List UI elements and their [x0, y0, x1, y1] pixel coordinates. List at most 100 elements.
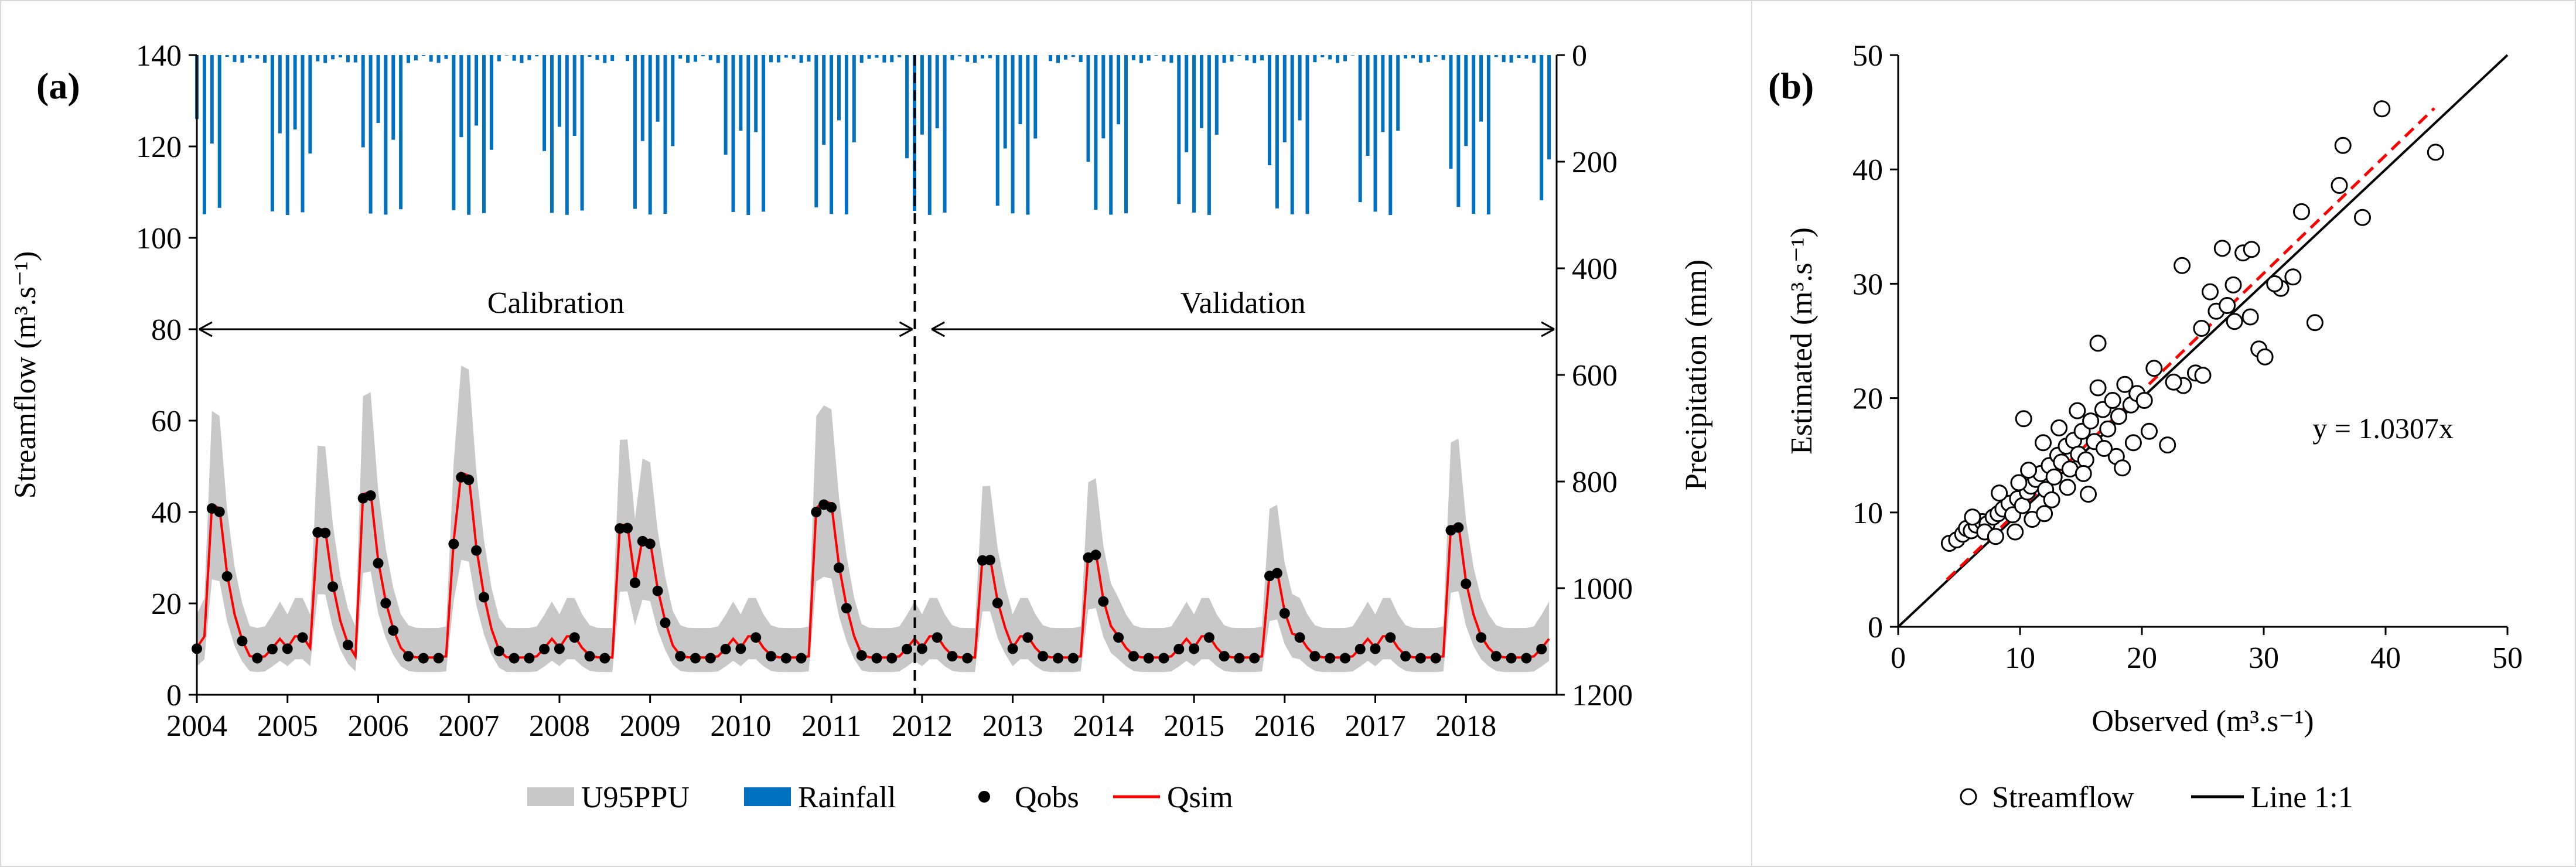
scatter-y-tick-label: 10 — [1852, 497, 1883, 530]
qobs-point — [1354, 644, 1366, 654]
qobs-point — [267, 644, 278, 654]
rainfall-bar — [369, 55, 373, 214]
rainfall-bar — [754, 55, 758, 132]
rainfall-bar — [535, 55, 539, 57]
legend-marker — [1960, 788, 1977, 805]
scatter-point — [1964, 508, 1981, 526]
rainfall-bar — [482, 55, 486, 213]
rainfall-bar — [1282, 55, 1287, 142]
rainfall-bar — [935, 55, 939, 128]
qobs-point — [1461, 578, 1472, 589]
trendline-equation: y = 1.0307x — [2312, 412, 2454, 445]
rainfall-bar — [882, 55, 886, 63]
qobs-point — [962, 653, 973, 664]
qobs-point — [524, 653, 535, 664]
rainfall-bar — [1418, 55, 1422, 63]
qobs-point — [297, 632, 308, 643]
rainfall-bar — [225, 55, 229, 57]
rainfall-bar — [301, 55, 305, 213]
rainfall-bar — [1434, 55, 1438, 57]
rainfall-bar — [240, 55, 244, 63]
scatter-point — [2015, 410, 2032, 428]
scatter-x-tick-label: 0 — [1891, 641, 1906, 675]
qobs-point — [841, 603, 852, 614]
rainfall-bar — [1381, 55, 1385, 132]
rainfall-bar — [1056, 55, 1060, 63]
scatter-point — [2075, 465, 2092, 482]
x-tick-label: 2017 — [1345, 709, 1406, 743]
scatter-x-tick-label: 40 — [2370, 641, 2401, 675]
rainfall-bar — [988, 55, 992, 59]
scatter-point — [1991, 484, 2008, 502]
rainfall-bar — [520, 55, 524, 63]
rainfall-bar — [557, 55, 561, 127]
qobs-point — [569, 632, 580, 643]
qobs-point — [1430, 653, 1441, 664]
scatter-ticks: 0 10 20 30 40 50 0 10 20 30 40 50 — [1852, 39, 2523, 675]
qobs-point — [1173, 644, 1185, 654]
rainfall-bar — [1214, 55, 1219, 135]
panel-b-label: (b) — [1768, 65, 1814, 107]
qobs-point — [327, 581, 339, 592]
qobs-point — [214, 506, 225, 517]
qobs-point — [1476, 632, 1487, 643]
left-y-tick-label: 100 — [136, 222, 182, 255]
rainfall-bar — [1101, 55, 1106, 139]
qobs-point — [1113, 632, 1124, 643]
rainfall-bar — [429, 55, 433, 62]
period-arrows: Calibration Validation — [199, 286, 1555, 337]
rainfall-bar — [1033, 55, 1038, 139]
scatter-point — [2007, 523, 2024, 541]
rainfall-bar — [1456, 55, 1461, 207]
rainfall-bar — [776, 55, 780, 63]
scatter-points-group — [1940, 100, 2444, 552]
rainfall-bar — [550, 55, 554, 213]
rainfall-bar — [504, 55, 509, 56]
qobs-point — [977, 555, 988, 566]
scatter-point — [2124, 434, 2142, 452]
rainfall-bar — [565, 55, 569, 215]
rainfall-bar — [1328, 55, 1332, 60]
rainfall-bar — [663, 55, 667, 214]
scatter-point — [2089, 379, 2107, 397]
scatter-point — [2306, 314, 2323, 332]
qobs-point — [1340, 653, 1350, 664]
rainfall-bar — [626, 55, 629, 62]
scatter-point — [2174, 257, 2191, 274]
rainfall-bar — [1509, 55, 1513, 63]
qobs-point — [1325, 653, 1336, 664]
rainfall-bar — [1200, 55, 1203, 128]
rainfall-bar — [610, 55, 615, 62]
x-tick-label: 2009 — [620, 709, 681, 743]
scatter-point — [2059, 479, 2076, 496]
qobs-point — [320, 527, 331, 538]
x-tick-label: 2010 — [710, 709, 771, 743]
rainfall-bar — [633, 55, 637, 209]
rainfall-bar — [898, 55, 902, 57]
qobs-point — [365, 490, 376, 501]
rainfall-bar — [965, 55, 970, 62]
scatter-point — [2045, 468, 2063, 486]
scatter-point — [2082, 412, 2100, 430]
legend-marker — [978, 791, 990, 803]
left-y-tick-label: 40 — [151, 496, 182, 530]
rainfall-bar — [467, 55, 471, 215]
rainfall-bar — [1253, 55, 1257, 63]
rainfall-bar — [233, 55, 237, 62]
scatter-point — [2194, 367, 2212, 384]
qobs-point — [1370, 643, 1381, 654]
qobs-point — [780, 653, 791, 664]
period-arrow-head-left — [199, 321, 213, 337]
qobs-point — [463, 475, 475, 486]
rainfall-bar — [414, 55, 418, 61]
rainfall-bar — [1388, 55, 1393, 215]
rainfall-bar — [1298, 55, 1302, 121]
rainfall-bar — [875, 55, 879, 58]
scatter-point — [2241, 308, 2259, 326]
scatter-point — [2035, 434, 2052, 452]
rainfall-bar — [436, 55, 441, 63]
scatter-point — [2043, 491, 2060, 508]
qobs-point — [282, 643, 293, 654]
rainfall-bars-group — [195, 55, 1551, 215]
